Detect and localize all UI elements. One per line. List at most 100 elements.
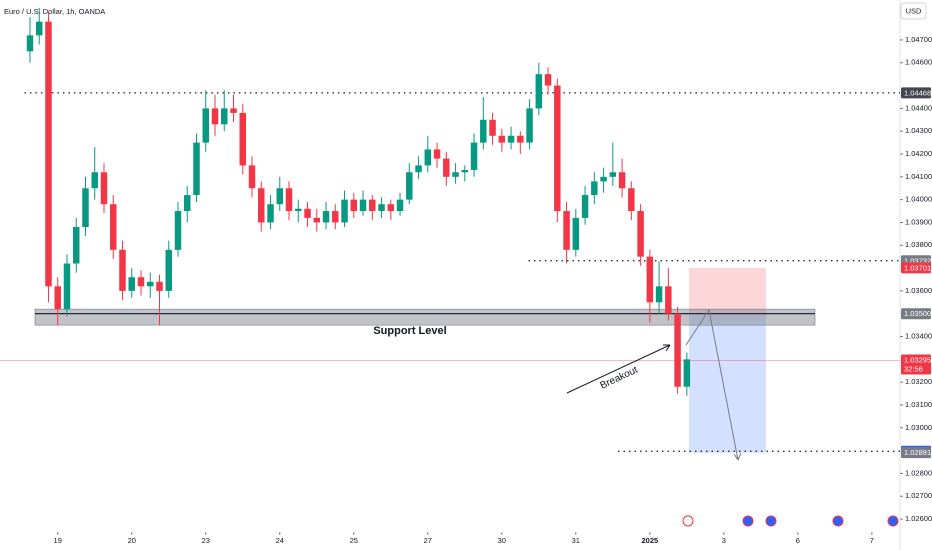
x-tick-label: 6	[796, 536, 800, 545]
y-tick-label: 1.02600	[905, 514, 932, 523]
x-tick-label: 23	[202, 536, 210, 545]
candle-body	[526, 108, 533, 143]
candle-body	[295, 208, 302, 212]
event-icon[interactable]	[765, 515, 777, 527]
candle-body	[26, 35, 34, 52]
target-zone	[689, 313, 767, 453]
candle-body	[517, 135, 524, 143]
candle-body	[396, 199, 404, 212]
candle-body	[322, 211, 330, 223]
y-tick-label: 1.04000	[905, 195, 932, 204]
y-tick-label: 1.04700	[905, 35, 932, 44]
candle-body	[369, 199, 376, 212]
price-tag	[901, 447, 931, 459]
stop-zone	[689, 267, 767, 314]
candle-body	[544, 74, 552, 86]
y-tick-label: 1.02700	[905, 491, 932, 500]
candle-body	[239, 112, 247, 166]
x-tick-label: 25	[350, 536, 358, 545]
breakout-arrow	[566, 344, 671, 394]
price-tag-label: 1.03701	[904, 263, 931, 272]
candle-body	[313, 217, 321, 223]
currency: USD	[906, 6, 922, 15]
candle-body	[489, 119, 496, 136]
y-tick-label: 1.03800	[905, 240, 932, 249]
candle-body	[554, 85, 561, 212]
candle-body	[100, 172, 108, 205]
event-icon[interactable]	[682, 515, 694, 527]
candle-body	[128, 277, 135, 291]
x-tick-label: 30	[498, 536, 506, 545]
price-tag	[901, 262, 931, 274]
projection-arrow	[685, 308, 742, 461]
candle-body	[82, 188, 89, 228]
candle-body	[461, 169, 469, 173]
price-tag-label: 1.04468	[904, 88, 931, 97]
candle-body	[211, 108, 219, 125]
y-tick-label: 1.04400	[905, 103, 932, 112]
price-tag-label: 1.03732	[904, 256, 931, 265]
candle-body	[646, 256, 654, 303]
annotation: Support Level	[373, 325, 446, 337]
candle-body	[572, 217, 580, 250]
candle-body	[665, 286, 672, 314]
candle-body	[202, 108, 209, 143]
candle-body	[248, 165, 256, 189]
x-tick-label: 19	[54, 536, 62, 545]
candle-body	[35, 21, 43, 36]
candle-body	[480, 119, 487, 143]
y-tick-label: 1.03200	[905, 377, 932, 386]
candle-body	[45, 21, 52, 287]
candle-body	[285, 188, 293, 212]
support-zone	[34, 308, 816, 326]
y-tick-label: 1.03100	[905, 400, 932, 409]
candle-body	[230, 108, 237, 113]
candle-body	[470, 142, 478, 170]
candle-body	[581, 195, 589, 218]
candle-body	[147, 281, 154, 287]
candle-body	[137, 277, 145, 287]
y-tick-label: 1.03900	[905, 217, 932, 226]
candle-body	[683, 359, 691, 387]
event-icon[interactable]	[832, 515, 844, 527]
y-tick-label: 1.03000	[905, 423, 932, 432]
candle-body	[54, 286, 61, 310]
candle-body	[350, 199, 358, 212]
candle-body	[267, 204, 274, 223]
price-tag-label: 1.03500	[904, 309, 931, 318]
event-icon[interactable]	[887, 515, 899, 527]
x-tick-label: 20	[128, 536, 136, 545]
y-tick-label: 1.03600	[905, 286, 932, 295]
candle-body	[535, 74, 543, 109]
candle-body	[406, 172, 413, 200]
candle-body	[507, 135, 515, 143]
candle-body	[637, 211, 644, 257]
candle-body	[609, 172, 617, 177]
candle-body	[276, 188, 284, 205]
candle-body	[156, 281, 163, 291]
candle-body	[618, 172, 626, 189]
y-tick-label: 1.04300	[905, 126, 932, 135]
candle-body	[258, 188, 265, 223]
event-icon[interactable]	[742, 515, 754, 527]
candle-body	[184, 195, 191, 212]
candle-body	[655, 286, 663, 303]
candle-body	[415, 165, 422, 173]
y-tick-label: 1.04600	[905, 58, 932, 67]
candle-body	[443, 158, 450, 177]
candle-body	[63, 263, 71, 310]
candle-body	[110, 204, 117, 250]
candle-body	[341, 199, 348, 223]
candle-body	[332, 211, 339, 223]
y-tick-label: 1.04200	[905, 149, 932, 158]
candle-body	[174, 211, 182, 250]
y-tick-label: 1.04100	[905, 172, 932, 181]
chart-title: Euro / U.S. Dollar, 1h, OANDA	[4, 7, 105, 16]
last-price-tag	[901, 354, 931, 375]
candle-body	[378, 204, 385, 212]
currency-box[interactable]	[900, 2, 927, 20]
candle-body	[433, 149, 441, 159]
countdown: 32:56	[904, 364, 923, 373]
